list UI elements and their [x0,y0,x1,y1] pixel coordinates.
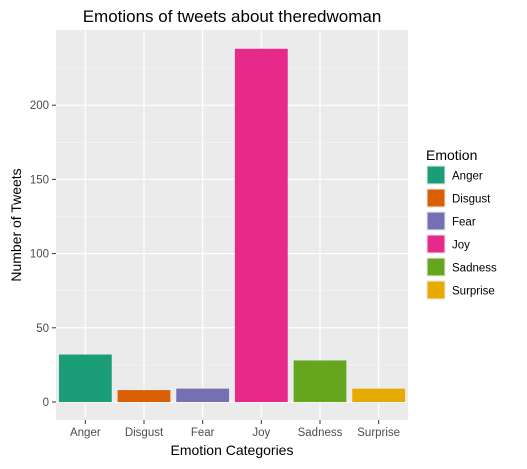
bar-anger [58,354,112,402]
plot-panel [56,30,408,420]
legend-swatch-sadness [427,258,445,276]
y-tick-label: 100 [30,249,49,261]
legend-label-disgust: Disgust [452,194,491,206]
bar-joy [234,48,288,403]
bars [58,48,406,403]
legend: Emotion Anger Disgust Fear Joy Sadness Surpri… [426,147,497,300]
legend-label-surprise: Surprise [452,286,495,298]
bar-disgust [117,390,171,402]
chart-title: Emotions of tweets about theredwoman [83,7,382,26]
legend-swatch-fear [427,212,445,230]
x-axis-ticks: Anger Disgust Fear Joy Sadness Surprise [70,420,400,439]
x-tick-label-sadness: Sadness [298,427,343,439]
y-axis-label: Number of Tweets [8,168,24,281]
legend-label-fear: Fear [452,217,476,229]
legend-label-sadness: Sadness [452,263,497,275]
legend-title: Emotion [426,147,477,163]
legend-label-joy: Joy [452,240,470,252]
y-tick-label: 50 [36,323,49,335]
legend-swatch-joy [427,235,445,253]
y-tick-label: 0 [43,397,49,409]
x-tick-label-fear: Fear [191,427,215,439]
bar-fear [176,388,230,402]
bar-sadness [293,360,347,402]
y-axis-ticks: 0 50 100 150 200 [30,100,56,409]
x-tick-label-surprise: Surprise [357,427,400,439]
x-tick-label-anger: Anger [70,427,101,439]
legend-items: Anger Disgust Fear Joy Sadness Surprise [426,165,497,300]
x-axis-label: Emotion Categories [171,442,294,458]
x-tick-label-disgust: Disgust [125,427,164,439]
y-tick-label: 200 [30,100,49,112]
legend-swatch-disgust [427,189,445,207]
minor-gridlines [56,67,408,366]
legend-swatch-anger [427,166,445,184]
x-tick-label-joy: Joy [252,427,270,439]
legend-label-anger: Anger [452,171,483,183]
bar-surprise [352,388,406,402]
legend-swatch-surprise [427,281,445,299]
y-tick-label: 150 [30,174,49,186]
